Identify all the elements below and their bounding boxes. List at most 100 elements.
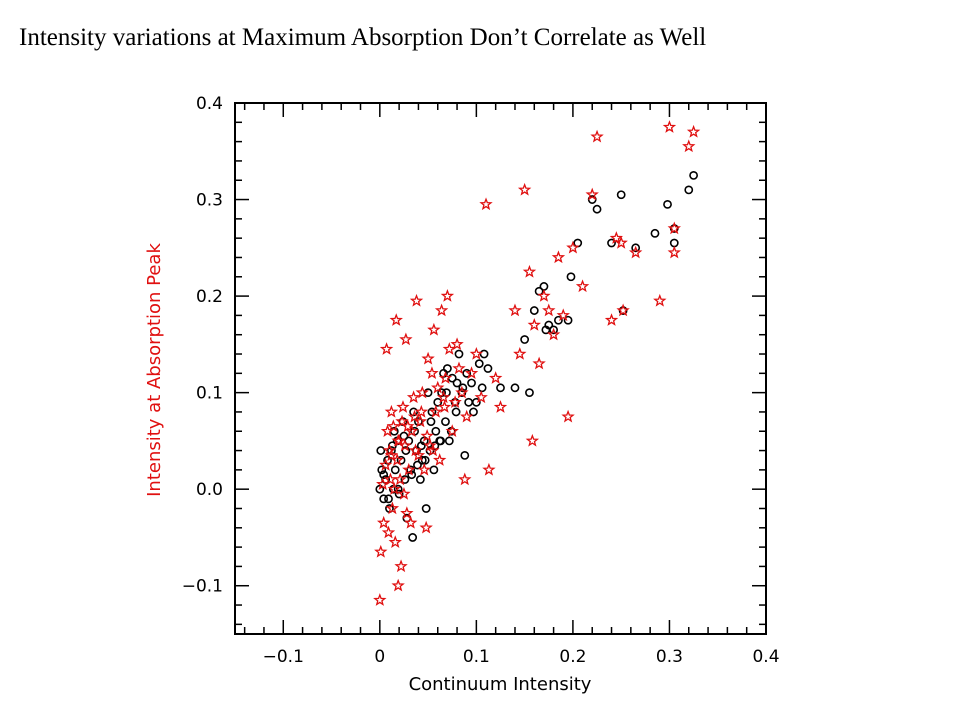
circle-point [554, 315, 563, 325]
circle-point [379, 470, 389, 480]
star-point [391, 578, 405, 592]
y-tick-label: 0.3 [196, 191, 223, 211]
circle-point [396, 455, 406, 465]
star-point [389, 313, 403, 326]
circle-point [616, 190, 626, 200]
circle-point [684, 185, 694, 195]
data-points [373, 120, 701, 606]
star-point [406, 390, 421, 404]
x-tick-label: 0.2 [559, 647, 586, 667]
star-point [527, 318, 541, 331]
circle-point [464, 397, 474, 407]
star-point [437, 400, 452, 413]
star-point [431, 380, 445, 394]
circle-point [401, 446, 411, 455]
star-point [396, 400, 410, 413]
x-tick-label: 0.4 [752, 647, 779, 667]
circle-point [451, 407, 461, 417]
star-point [376, 515, 391, 529]
circle-point [400, 475, 410, 484]
star-point [426, 443, 440, 457]
star-point [384, 404, 399, 418]
star-point [525, 433, 540, 447]
star-point [417, 462, 431, 476]
star-point [423, 438, 437, 452]
star-point [404, 424, 419, 437]
star-point [436, 390, 451, 404]
star-point [413, 414, 428, 428]
star-point [448, 395, 462, 408]
star-point [440, 289, 455, 302]
star-point [387, 482, 402, 495]
y-tick-label: 0.0 [196, 480, 223, 500]
axis-ticks [235, 102, 767, 634]
circle-point [441, 417, 450, 426]
circle-point [566, 272, 576, 282]
circle-point [525, 388, 534, 398]
star-point [434, 303, 449, 317]
circle-point [416, 441, 426, 451]
star-point [566, 240, 580, 254]
circle-point [474, 359, 484, 369]
circle-point [379, 494, 389, 504]
circle-point [631, 243, 641, 253]
circle-point [444, 436, 454, 446]
circle-point [394, 489, 404, 499]
circle-point [427, 407, 437, 417]
star-point [415, 385, 429, 399]
star-point [399, 332, 413, 346]
circle-point [393, 484, 403, 494]
circle-point [421, 504, 431, 513]
star-point [488, 371, 503, 384]
x-axis-label: Continuum Intensity [409, 674, 592, 695]
star-point [421, 351, 435, 365]
circle-point [689, 171, 698, 180]
circle-point [544, 320, 554, 330]
star-point [438, 371, 453, 384]
circle-point [510, 383, 520, 393]
circle-point [469, 407, 478, 417]
star-point [474, 390, 488, 404]
star-point [542, 303, 556, 317]
y-tick-label: −0.1 [182, 577, 223, 597]
star-point [546, 327, 561, 341]
circle-point [384, 494, 393, 504]
circle-point [442, 364, 452, 373]
circle-point [650, 228, 660, 238]
star-point [537, 289, 551, 302]
star-point [561, 409, 575, 423]
star-point [469, 346, 484, 360]
circle-point [477, 383, 487, 393]
star-point [376, 477, 390, 491]
star-point [590, 129, 604, 143]
circle-point [471, 397, 481, 407]
circle-point [417, 455, 427, 465]
circle-point [529, 306, 539, 315]
star-point [482, 462, 496, 476]
circle-point [452, 378, 462, 388]
star-point [616, 303, 630, 317]
star-point [479, 197, 493, 211]
x-tick-label: 0 [374, 647, 385, 667]
circle-point [520, 335, 530, 344]
star-point [401, 419, 415, 433]
circle-point [592, 204, 602, 214]
star-point [393, 472, 407, 486]
star-point [517, 182, 532, 196]
star-point [609, 231, 624, 244]
circle-point [663, 199, 672, 209]
circle-point [415, 475, 425, 484]
circle-point [539, 282, 549, 291]
star-point [458, 472, 472, 486]
star-point [686, 124, 701, 138]
star-point [445, 424, 459, 437]
star-point [452, 361, 466, 375]
star-point [386, 419, 401, 433]
star-point [373, 593, 387, 606]
star-point [400, 506, 414, 520]
y-tick-labels: −0.1 0.0 0.1 0.2 0.3 0.4 [182, 94, 223, 597]
star-point [378, 458, 393, 471]
star-point [381, 525, 396, 539]
star-point [653, 293, 667, 307]
star-point [394, 559, 408, 573]
